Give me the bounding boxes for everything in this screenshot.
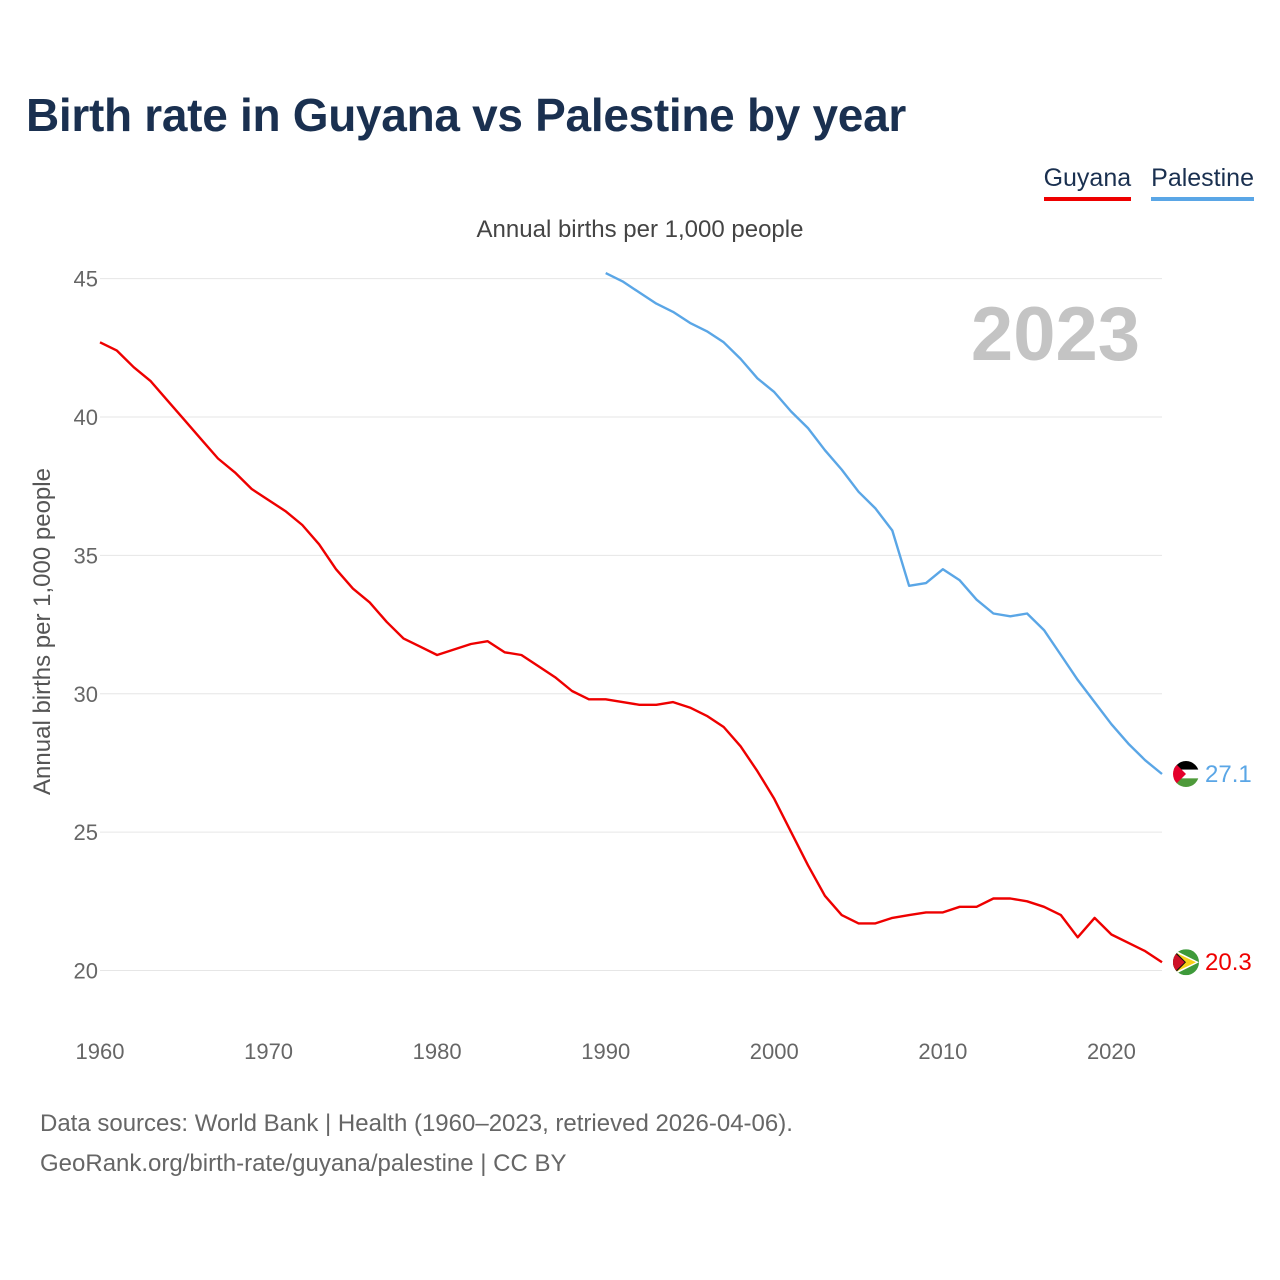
chart-title: Birth rate in Guyana vs Palestine by yea… <box>26 89 906 141</box>
y-tick-label: 45 <box>74 267 98 292</box>
legend-item-guyana[interactable]: Guyana <box>1043 164 1132 201</box>
palestine-flag-icon <box>1173 761 1199 788</box>
year-watermark: 2023 <box>971 292 1140 377</box>
x-tick-label: 1980 <box>413 1039 462 1064</box>
y-tick-label: 35 <box>74 543 98 568</box>
x-tick-label: 2000 <box>750 1039 799 1064</box>
y-tick-label: 30 <box>74 682 98 707</box>
guyana-flag-icon <box>1173 949 1199 976</box>
footer: Data sources: World Bank | Health (1960–… <box>40 1104 793 1184</box>
end-value-label-guyana: 20.3 <box>1205 949 1252 976</box>
chart-subtitle: Annual births per 1,000 people <box>476 216 804 243</box>
x-tick-label: 1970 <box>244 1039 293 1064</box>
y-tick-label: 40 <box>74 405 98 430</box>
x-tick-label: 2020 <box>1087 1039 1136 1064</box>
grid-lines <box>100 278 1162 971</box>
series-line-palestine[interactable] <box>605 272 1163 775</box>
y-tick-label: 25 <box>74 820 98 845</box>
legend: Guyana Palestine <box>1043 164 1254 201</box>
x-axis-ticks: 1960 1970 1980 1990 2000 2010 2020 <box>76 1039 1136 1064</box>
y-axis-ticks: 20 25 30 35 40 45 <box>74 267 98 984</box>
legend-item-palestine[interactable]: Palestine <box>1151 164 1254 201</box>
series-endpoints: 20.3 27.1 <box>1173 761 1252 976</box>
y-tick-label: 20 <box>74 958 98 983</box>
x-tick-label: 1990 <box>581 1039 630 1064</box>
x-tick-label: 2010 <box>918 1039 967 1064</box>
series-lines <box>99 272 1163 964</box>
footer-sources: Data sources: World Bank | Health (1960–… <box>40 1110 793 1137</box>
y-axis-label: Annual births per 1,000 people <box>29 468 56 795</box>
x-tick-label: 1960 <box>76 1039 125 1064</box>
series-line-guyana[interactable] <box>99 341 1163 964</box>
footer-credit: GeoRank.org/birth-rate/guyana/palestine … <box>40 1150 567 1177</box>
end-value-label-palestine: 27.1 <box>1205 761 1252 788</box>
